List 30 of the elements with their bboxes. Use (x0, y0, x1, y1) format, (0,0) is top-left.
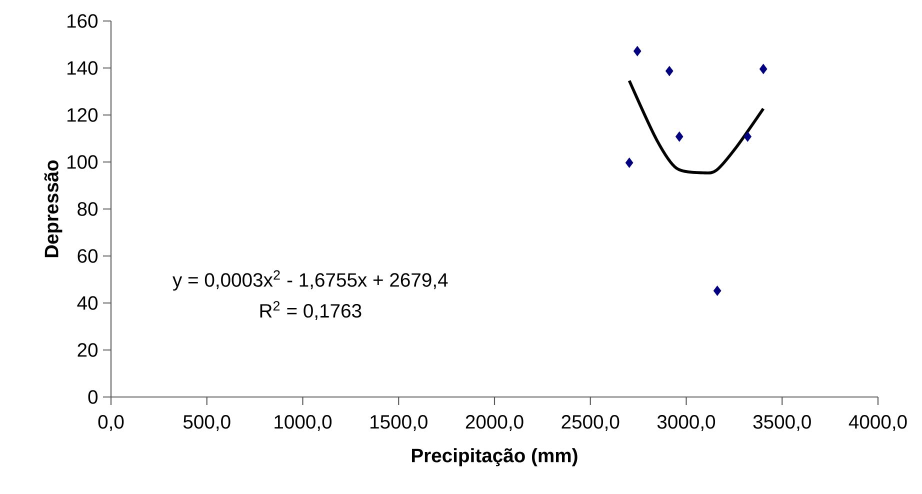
y-tick-label: 60 (78, 249, 98, 263)
point (713, 286, 722, 296)
point (675, 132, 684, 142)
x-tick-label: 500,0 (183, 415, 230, 432)
x-tick-label: 4000,0 (848, 415, 907, 432)
x-tick-label: 3500,0 (753, 415, 811, 432)
annotation: y = 0,0003x$^{2}$ - 1,6755x + 2679,4 (172, 270, 448, 291)
y-tick-label: 140 (67, 61, 98, 75)
y-tick-label: 120 (67, 108, 98, 122)
y-tick-label: 0 (88, 390, 98, 404)
x-tick-label: 1000,0 (274, 415, 332, 432)
point (759, 64, 768, 74)
y-tick-label: 160 (67, 14, 98, 28)
y-tick-label: 20 (78, 343, 98, 357)
x-tick-label: 2500,0 (562, 415, 620, 432)
x-tick-label: 1500,0 (370, 415, 428, 432)
y-tick-label: 80 (78, 202, 98, 216)
y-axis-title: Depressão (44, 160, 62, 258)
point (666, 66, 674, 76)
y-tick-label: 100 (67, 155, 98, 169)
x-tick-label: 3000,0 (657, 415, 716, 432)
y-tick-label: 40 (77, 296, 98, 310)
point (744, 132, 752, 142)
x-tick-label: 0,0 (98, 415, 124, 432)
point (625, 158, 634, 168)
annotation: R$^{2}$ = 0,1763 (260, 301, 362, 320)
x-tick-label: 2000,0 (466, 415, 524, 432)
x-axis-title: Precipitação (mm) (412, 448, 578, 466)
point (633, 46, 642, 56)
line-series (628, 79, 765, 174)
